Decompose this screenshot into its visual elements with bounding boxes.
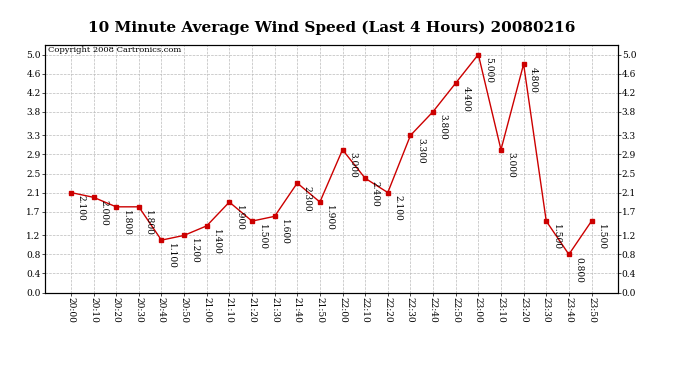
Text: 5.000: 5.000 xyxy=(484,57,493,83)
Text: 1.800: 1.800 xyxy=(121,210,130,236)
Text: 4.800: 4.800 xyxy=(529,67,538,93)
Text: 1.800: 1.800 xyxy=(144,210,153,236)
Text: 3.000: 3.000 xyxy=(506,153,515,178)
Text: 1.400: 1.400 xyxy=(213,229,221,255)
Text: 1.900: 1.900 xyxy=(235,205,244,231)
Text: 1.500: 1.500 xyxy=(552,224,561,250)
Text: 3.800: 3.800 xyxy=(439,114,448,140)
Text: 2.000: 2.000 xyxy=(99,200,108,226)
Text: 0.800: 0.800 xyxy=(575,257,584,283)
Text: 3.000: 3.000 xyxy=(348,153,357,178)
Text: 1.200: 1.200 xyxy=(190,238,199,264)
Text: 4.400: 4.400 xyxy=(461,86,471,112)
Text: 3.300: 3.300 xyxy=(416,138,425,164)
Text: Copyright 2008 Cartronics.com: Copyright 2008 Cartronics.com xyxy=(48,46,181,54)
Text: 2.100: 2.100 xyxy=(77,195,86,221)
Text: 1.600: 1.600 xyxy=(280,219,289,245)
Text: 2.100: 2.100 xyxy=(393,195,402,221)
Text: 2.300: 2.300 xyxy=(303,186,312,211)
Text: 1.100: 1.100 xyxy=(167,243,176,269)
Text: 10 Minute Average Wind Speed (Last 4 Hours) 20080216: 10 Minute Average Wind Speed (Last 4 Hou… xyxy=(88,21,575,35)
Text: 1.500: 1.500 xyxy=(597,224,606,250)
Text: 1.900: 1.900 xyxy=(326,205,335,231)
Text: 1.500: 1.500 xyxy=(257,224,266,250)
Text: 2.400: 2.400 xyxy=(371,181,380,207)
